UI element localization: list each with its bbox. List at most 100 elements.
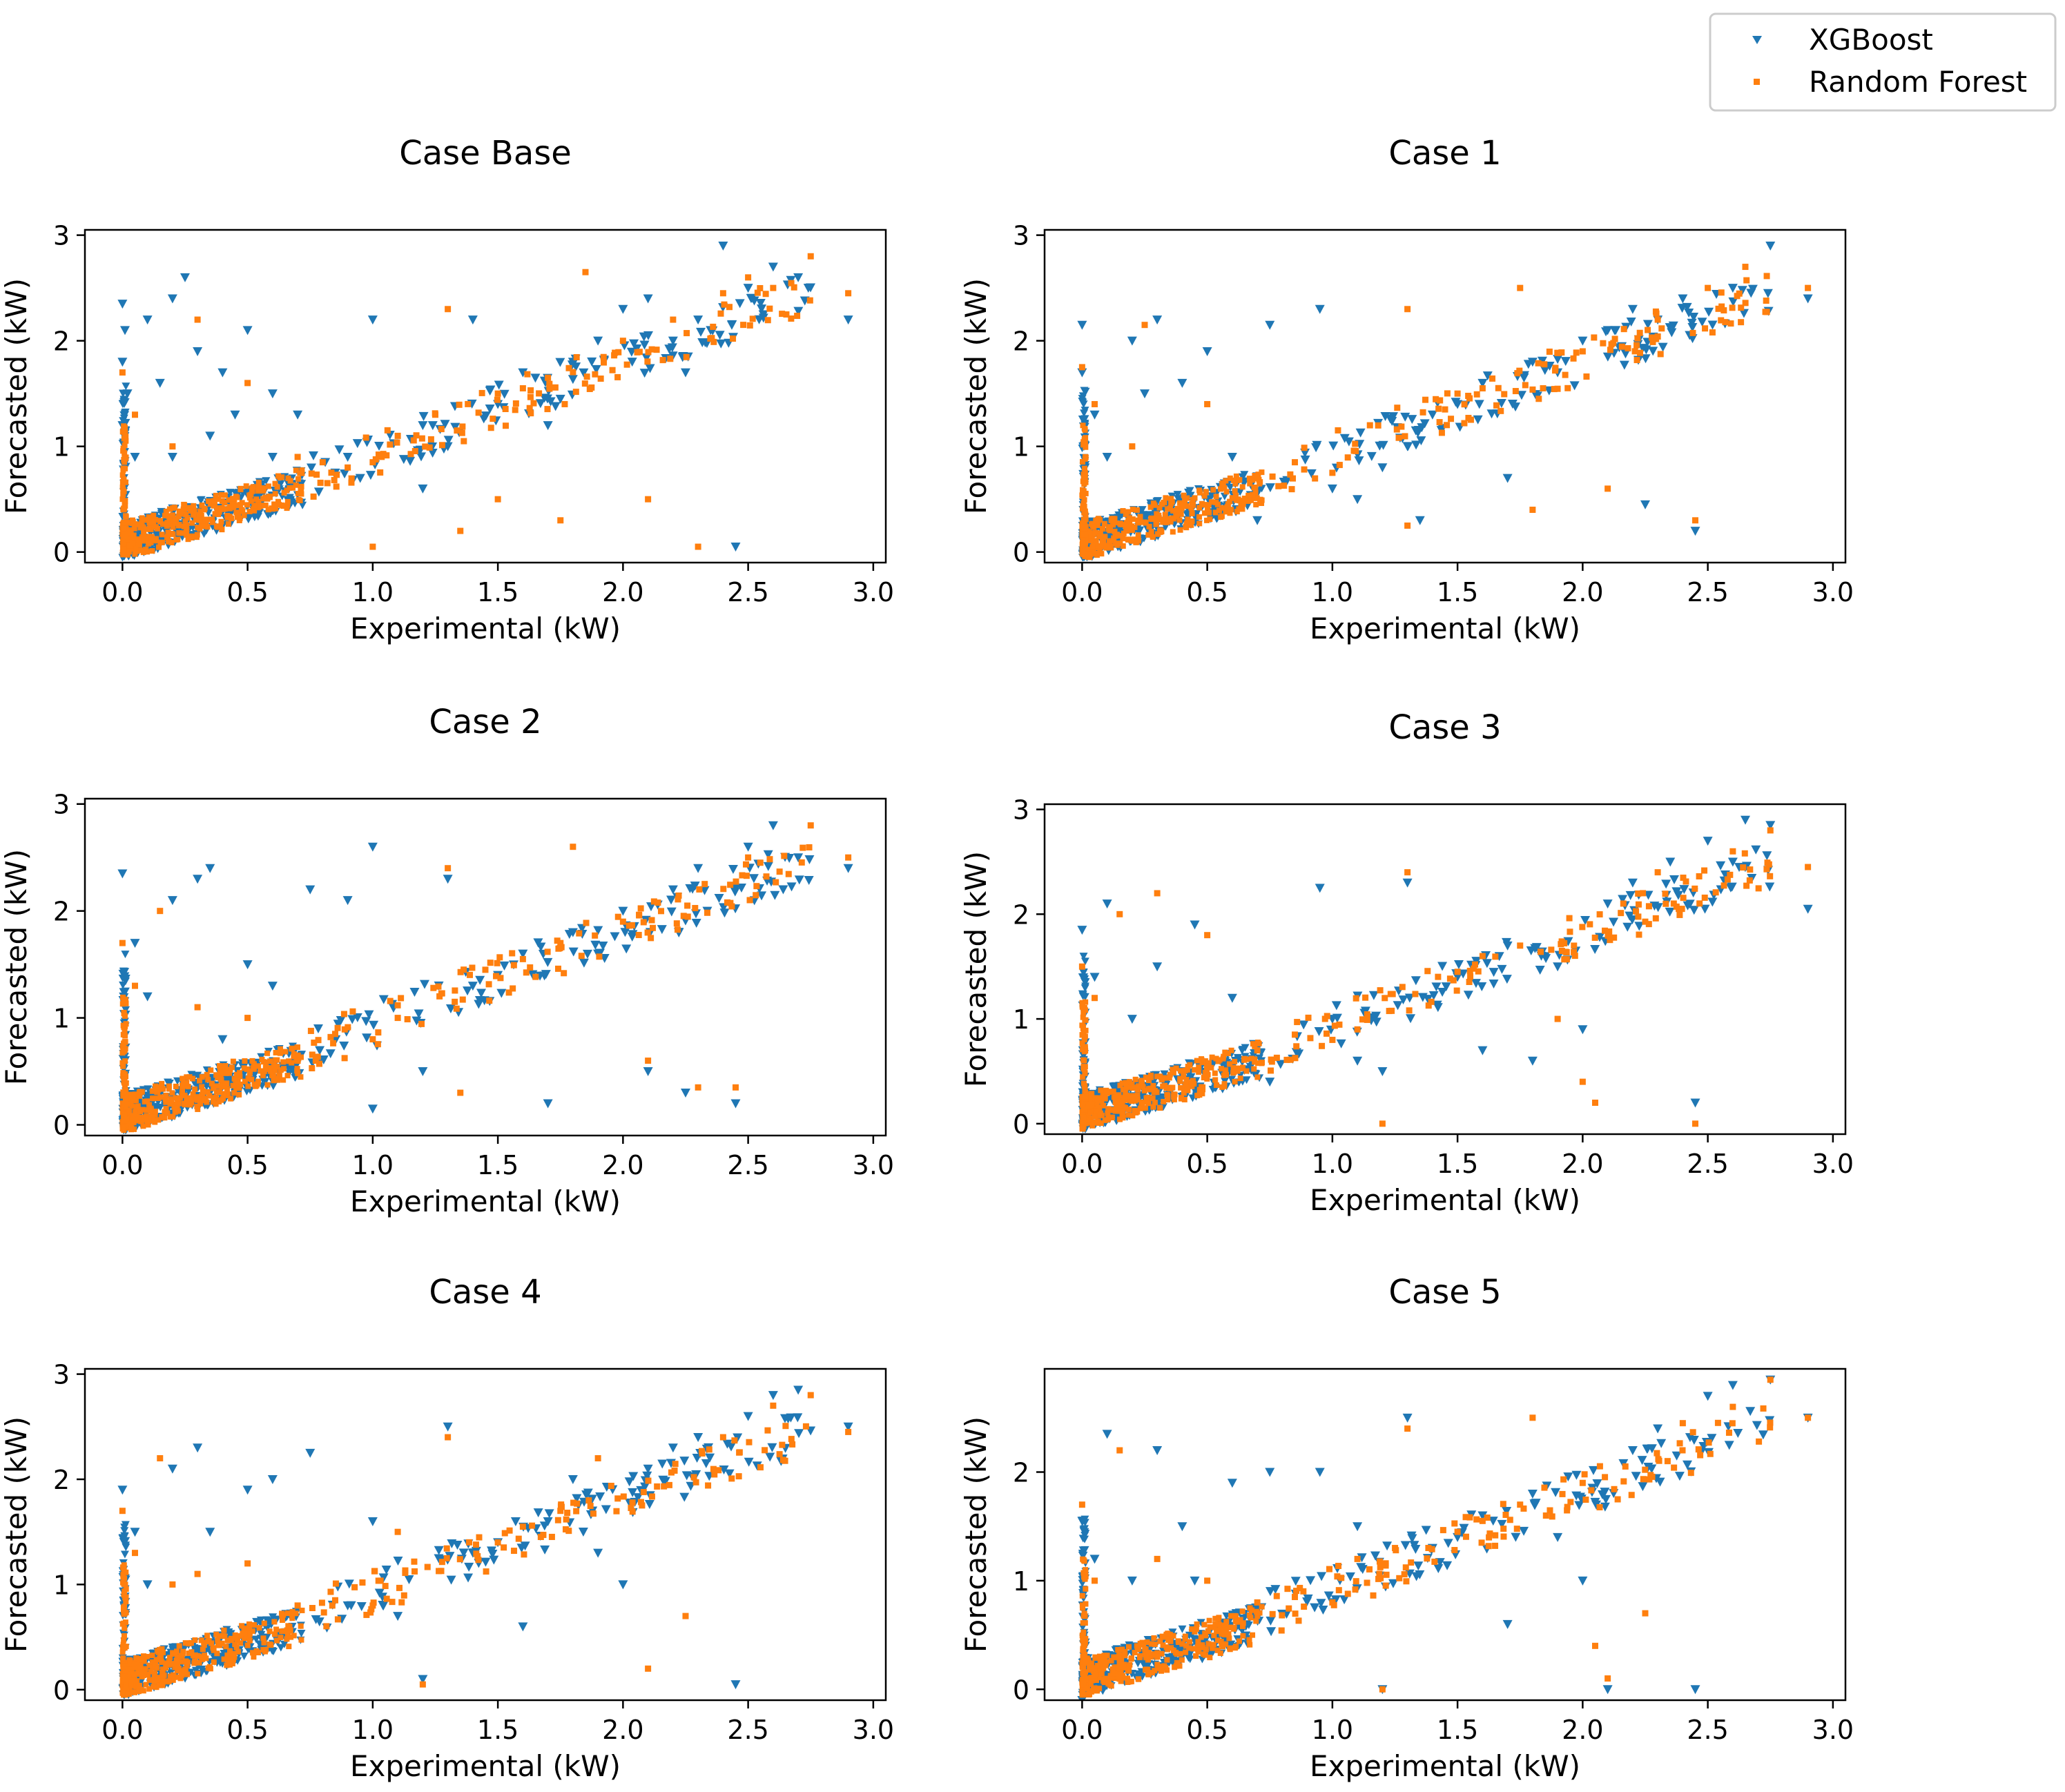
random-forest-point bbox=[1080, 1114, 1087, 1120]
random-forest-point bbox=[211, 500, 217, 507]
random-forest-point bbox=[1096, 545, 1102, 551]
xgboost-point bbox=[117, 1486, 128, 1495]
random-forest-point bbox=[1204, 932, 1211, 939]
random-forest-point bbox=[1767, 873, 1774, 879]
y-tick-label: 0 bbox=[53, 538, 70, 568]
xgboost-point bbox=[518, 1622, 528, 1632]
xgboost-point bbox=[1737, 286, 1747, 295]
random-forest-point bbox=[217, 1633, 224, 1639]
random-forest-point bbox=[1176, 517, 1183, 523]
y-tick-label: 3 bbox=[53, 221, 70, 251]
random-forest-point bbox=[554, 937, 561, 944]
random-forest-point bbox=[119, 369, 126, 376]
random-forest-point bbox=[1090, 1120, 1096, 1126]
random-forest-point bbox=[273, 1057, 279, 1063]
random-forest-point bbox=[241, 1065, 247, 1071]
random-forest-point bbox=[1259, 469, 1265, 476]
random-forest-point bbox=[1087, 1109, 1094, 1116]
random-forest-point bbox=[209, 519, 215, 525]
random-forest-point bbox=[1718, 303, 1725, 310]
xgboost-point bbox=[578, 1527, 588, 1537]
x-tick-label: 2.5 bbox=[727, 1150, 768, 1180]
xgboost-point bbox=[1725, 883, 1736, 893]
random-forest-point bbox=[369, 543, 376, 550]
random-forest-point bbox=[199, 1092, 205, 1098]
random-forest-point bbox=[191, 1095, 197, 1102]
random-forest-point bbox=[231, 1075, 237, 1082]
random-forest-point bbox=[766, 305, 773, 312]
random-forest-point bbox=[186, 1074, 193, 1080]
random-forest-point bbox=[623, 361, 630, 368]
random-forest-point bbox=[1535, 396, 1542, 402]
random-forest-point bbox=[1086, 533, 1092, 539]
random-forest-point bbox=[173, 536, 180, 543]
xgboost-point bbox=[1625, 911, 1635, 921]
random-forest-point bbox=[1618, 343, 1625, 350]
xgboost-point bbox=[120, 1550, 129, 1559]
random-forest-point bbox=[684, 330, 690, 337]
random-forest-point bbox=[1219, 1066, 1225, 1072]
xgboost-point bbox=[1489, 980, 1499, 989]
random-forest-point bbox=[1201, 493, 1208, 499]
random-forest-point bbox=[284, 1628, 290, 1635]
xgboost-point bbox=[1689, 312, 1699, 322]
xgboost-point bbox=[568, 375, 578, 384]
random-forest-point bbox=[132, 411, 138, 418]
xgboost-point bbox=[269, 1082, 278, 1091]
random-forest-point bbox=[1078, 364, 1085, 371]
random-forest-point bbox=[1495, 384, 1502, 391]
random-forest-point bbox=[527, 387, 534, 394]
xgboost-point bbox=[1355, 428, 1366, 438]
random-forest-point bbox=[1170, 1084, 1176, 1091]
xgboost-point bbox=[1803, 904, 1813, 914]
random-forest-point bbox=[667, 356, 674, 362]
random-forest-point bbox=[1620, 900, 1627, 907]
random-forest-point bbox=[1098, 1120, 1104, 1127]
xgboost-point bbox=[1453, 973, 1463, 982]
xgboost-point bbox=[1423, 995, 1433, 1004]
random-forest-point bbox=[1165, 517, 1172, 523]
random-forest-point bbox=[1080, 458, 1086, 465]
random-forest-point bbox=[246, 1071, 253, 1077]
random-forest-point bbox=[1098, 1087, 1104, 1093]
random-forest-point bbox=[460, 438, 467, 445]
random-forest-point bbox=[582, 269, 589, 275]
xgboost-point bbox=[217, 368, 228, 378]
xgboost-point bbox=[494, 380, 504, 390]
random-forest-point bbox=[1213, 494, 1219, 500]
random-forest-point bbox=[151, 512, 157, 518]
random-forest-point bbox=[1130, 1113, 1136, 1119]
xgboost-point bbox=[1410, 426, 1421, 436]
random-forest-point bbox=[1763, 273, 1770, 280]
random-forest-point bbox=[191, 512, 197, 518]
random-forest-point bbox=[636, 349, 643, 356]
random-forest-point bbox=[1147, 504, 1154, 510]
xgboost-point bbox=[1527, 1056, 1538, 1066]
xgboost-point bbox=[1541, 954, 1551, 964]
random-forest-point bbox=[418, 435, 425, 442]
xgboost-point bbox=[1741, 815, 1750, 825]
random-forest-point bbox=[1558, 349, 1565, 356]
random-forest-point bbox=[1092, 529, 1098, 536]
random-forest-point bbox=[609, 367, 616, 373]
random-forest-point bbox=[1134, 507, 1140, 513]
subplot-title: Case 1 bbox=[1388, 134, 1501, 173]
random-forest-point bbox=[1079, 520, 1085, 527]
random-forest-point bbox=[435, 983, 442, 990]
random-forest-point bbox=[136, 1671, 142, 1677]
random-forest-point bbox=[1079, 1032, 1085, 1038]
random-forest-point bbox=[345, 1024, 351, 1031]
random-forest-point bbox=[249, 1628, 255, 1634]
random-forest-point bbox=[246, 508, 253, 514]
xgboost-point bbox=[121, 951, 130, 959]
random-forest-point bbox=[242, 1078, 248, 1084]
random-forest-point bbox=[1094, 552, 1100, 558]
random-forest-point bbox=[1082, 1070, 1088, 1076]
random-forest-point bbox=[1099, 526, 1105, 532]
random-forest-point bbox=[206, 498, 212, 505]
xgboost-point bbox=[1763, 289, 1773, 298]
random-forest-point bbox=[1131, 536, 1137, 543]
random-forest-point bbox=[1225, 1051, 1231, 1057]
random-forest-point bbox=[596, 953, 603, 960]
random-forest-point bbox=[1467, 973, 1474, 980]
